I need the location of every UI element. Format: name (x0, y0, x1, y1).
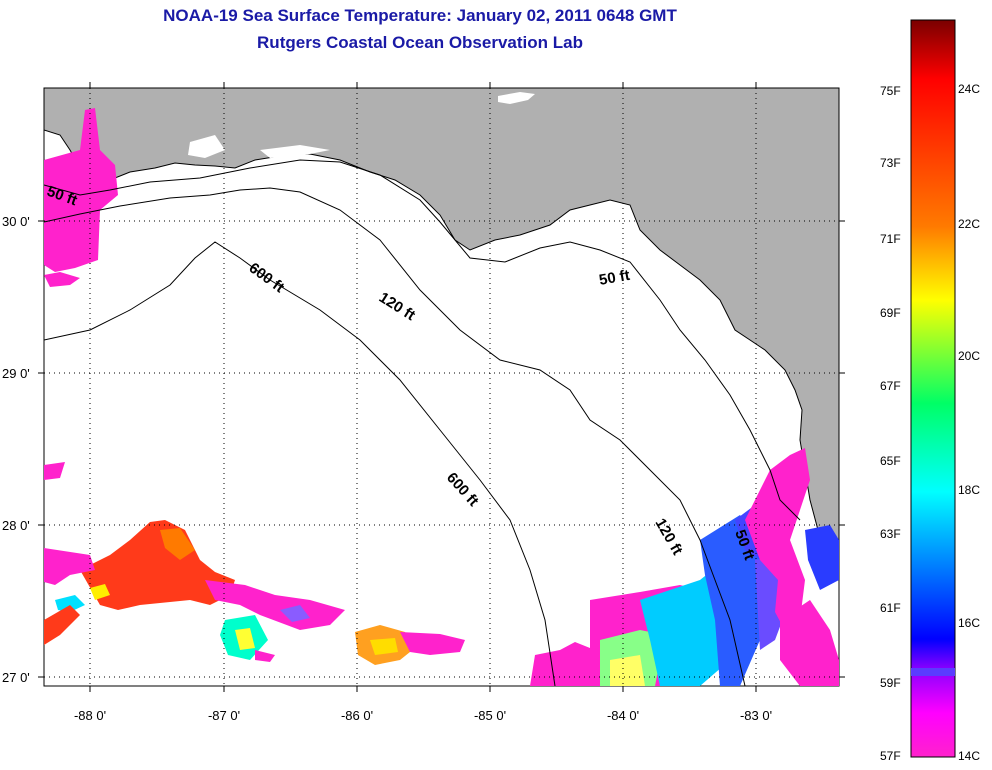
colorbar-f-label: 71F (880, 232, 901, 246)
colorbar-c-label: 22C (958, 217, 980, 231)
colorbar (910, 19, 956, 758)
contour-50ft (44, 159, 801, 521)
depth-contours (44, 159, 801, 686)
colorbar-f-label: 73F (880, 156, 901, 170)
colorbar-f-label: 61F (880, 601, 901, 615)
colorbar-c-label: 24C (958, 82, 980, 96)
colorbar-f-label: 75F (880, 84, 901, 98)
island (498, 92, 535, 104)
lon-labels: -88 0' -87 0' -86 0' -85 0' -84 0' -83 0… (74, 708, 772, 723)
sst-patches (44, 108, 839, 686)
colorbar-c-label: 14C (958, 749, 980, 763)
colorbar-f-label: 57F (880, 749, 901, 763)
lon-label: -86 0' (341, 708, 373, 723)
contour-600ft (44, 241, 556, 686)
colorbar-f-label: 67F (880, 379, 901, 393)
colorbar-f-label: 63F (880, 527, 901, 541)
lat-label: 27 0' (2, 670, 30, 685)
colorbar-band (911, 668, 955, 676)
lon-label: -85 0' (474, 708, 506, 723)
lon-label: -87 0' (208, 708, 240, 723)
lon-label: -88 0' (74, 708, 106, 723)
land-mass (44, 88, 839, 546)
colorbar-f-label: 69F (880, 306, 901, 320)
contour-120ft (44, 187, 746, 686)
lat-label: 30 0' (2, 214, 30, 229)
lon-label: -83 0' (740, 708, 772, 723)
colorbar-f-label: 59F (880, 676, 901, 690)
colorbar-f-label: 65F (880, 454, 901, 468)
lat-label: 28 0' (2, 518, 30, 533)
lat-label: 29 0' (2, 366, 30, 381)
island (260, 145, 330, 158)
island (188, 135, 225, 158)
lat-labels: 30 0' 29 0' 28 0' 27 0' (2, 214, 30, 685)
colorbar-c-label: 16C (958, 616, 980, 630)
map-subtitle: Rutgers Coastal Ocean Observation Lab (257, 33, 583, 52)
colorbar-c-label: 18C (958, 483, 980, 497)
frame-ticks (38, 82, 845, 692)
colorbar-f-labels: 75F 73F 71F 69F 67F 65F 63F 61F 59F 57F (880, 84, 901, 763)
lon-label: -84 0' (607, 708, 639, 723)
colorbar-c-labels: 24C 22C 20C 18C 16C 14C (958, 82, 980, 763)
colorbar-c-label: 20C (958, 349, 980, 363)
map-title: NOAA-19 Sea Surface Temperature: January… (163, 6, 677, 25)
